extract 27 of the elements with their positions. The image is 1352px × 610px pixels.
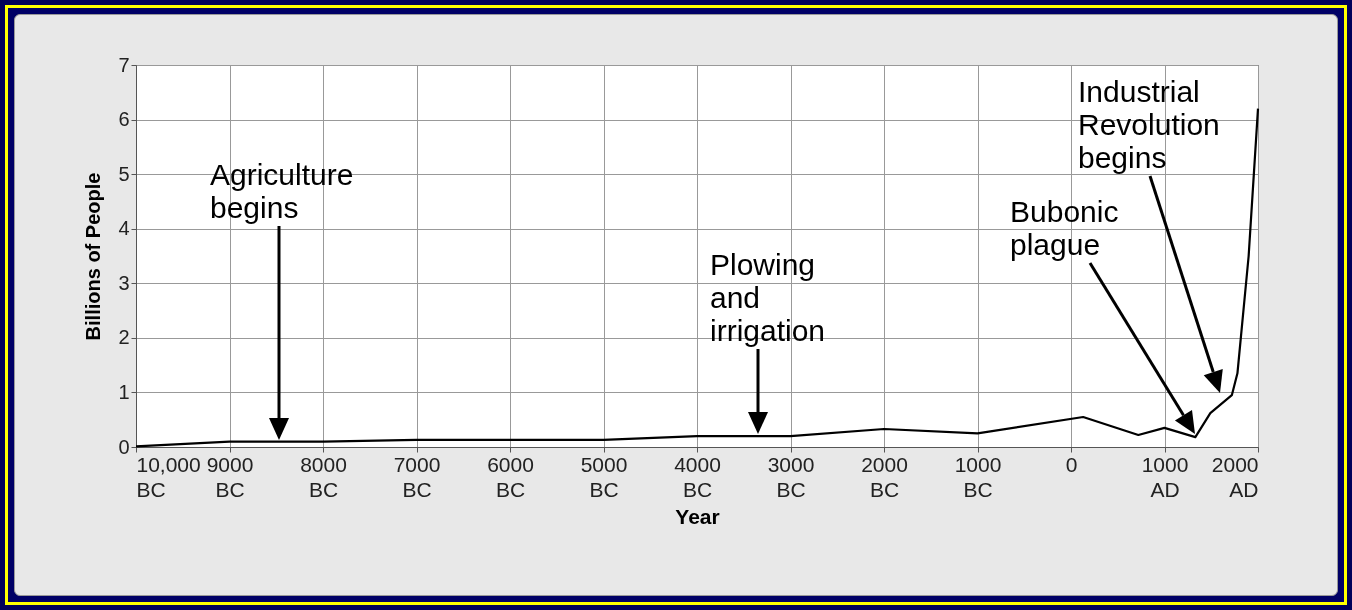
x-tick-label: 1000 BC [954, 452, 1002, 501]
y-tick-label: 2 [118, 326, 130, 349]
y-tick-label: 1 [118, 380, 130, 403]
x-tick-label: 0 [1065, 452, 1078, 476]
annotation: Industrial Revolution begins [1078, 75, 1220, 174]
x-tick-label: 9000 BC [206, 452, 254, 501]
x-tick-label: 1000 AD [1141, 452, 1189, 501]
x-tick-label: 2000 BC [861, 452, 908, 501]
y-tick-label: 7 [118, 53, 130, 76]
x-tick-label: 8000 BC [300, 452, 347, 501]
y-tick-label: 5 [118, 162, 130, 185]
x-tick-label: 10,000 BC [136, 452, 201, 501]
x-tick-label: 4000 BC [674, 452, 721, 501]
x-tick-label: 2000 AD [1211, 452, 1259, 501]
x-tick-label: 7000 BC [393, 452, 441, 501]
annotation: Plowing and irrigation [710, 248, 826, 347]
x-tick-label: 6000 BC [487, 452, 534, 501]
y-tick-label: 3 [118, 271, 130, 294]
y-tick-label: 4 [118, 217, 130, 240]
y-tick-label: 6 [118, 108, 130, 131]
x-tick-label: 5000 BC [580, 452, 628, 501]
y-tick-label: 0 [118, 435, 130, 458]
y-axis-title: Billions of People [82, 172, 105, 341]
annotation: Agriculture begins [210, 158, 354, 224]
x-axis-title: Year [675, 504, 720, 528]
x-tick-label: 3000 BC [767, 452, 815, 501]
annotation: Bubonic plague [1010, 195, 1119, 261]
